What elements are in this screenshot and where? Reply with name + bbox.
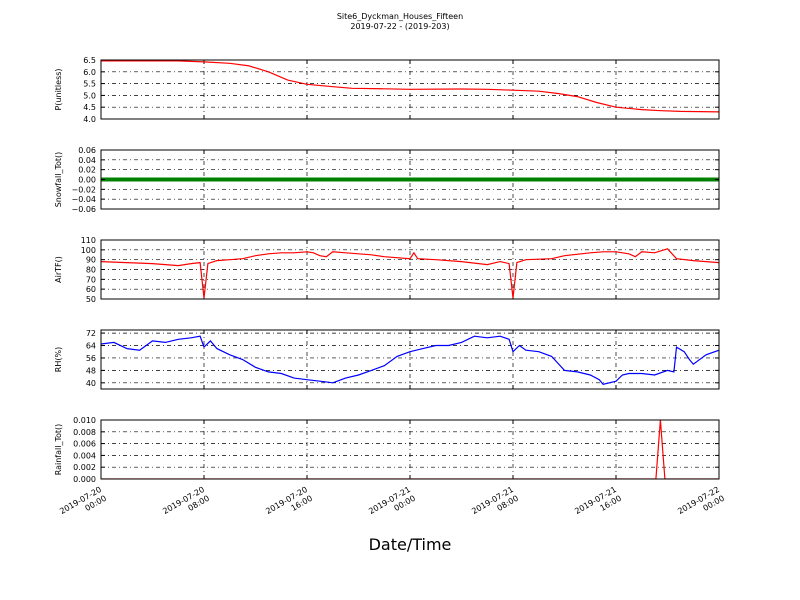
y-axis-label: Rainfall_Tot() xyxy=(54,424,63,476)
y-tick-label: 56 xyxy=(86,354,96,363)
x-tick-labels: 2019-07-2000:00 2019-07-2008:00 2019-07-20… xyxy=(58,485,726,525)
y-tick-label: 6.0 xyxy=(83,68,96,77)
y-tick-label: 0.06 xyxy=(78,146,96,155)
series-line-airtf- xyxy=(101,248,719,299)
y-tick-label: 6.5 xyxy=(83,56,96,65)
y-tick-label: 48 xyxy=(86,366,96,375)
x-tick-label: 2019-07-2000:00 xyxy=(58,485,108,525)
y-tick-label: −0.02 xyxy=(71,185,96,194)
x-tick-label: 2019-07-2200:00 xyxy=(676,485,726,525)
y-tick-label: 0.000 xyxy=(73,475,96,484)
plot-frame xyxy=(100,329,720,390)
y-tick-label: 70 xyxy=(86,275,96,284)
panel-4: 72 64 56 48 40 RH(%) xyxy=(54,329,720,390)
y-tick-label: 110 xyxy=(81,236,96,245)
y-tick-label: −0.04 xyxy=(71,195,96,204)
y-axis-label: P(unitless) xyxy=(54,68,63,110)
y-tick-label: 0.00 xyxy=(78,176,96,185)
y-tick-label: 72 xyxy=(86,329,96,338)
plot-frame xyxy=(100,419,720,480)
x-tick-label: 2019-07-2100:00 xyxy=(367,485,417,525)
y-tick-label: 90 xyxy=(86,256,96,265)
x-tick-label: 2019-07-2008:00 xyxy=(161,485,211,525)
plot-frame xyxy=(100,59,720,120)
y-tick-label: 100 xyxy=(81,246,96,255)
y-tick-label: 40 xyxy=(86,379,96,388)
y-axis-label: AirTF() xyxy=(54,256,63,283)
y-tick-label: 0.002 xyxy=(73,463,96,472)
x-axis-label: Date/Time xyxy=(369,535,452,554)
y-tick-label: 5.5 xyxy=(83,80,96,89)
y-tick-label: 64 xyxy=(86,342,96,351)
y-tick-label: −0.06 xyxy=(71,205,96,214)
y-axis-label: RH(%) xyxy=(54,347,63,372)
y-tick-label: 0.02 xyxy=(78,166,96,175)
y-tick-label: 0.04 xyxy=(78,156,96,165)
x-tick-label: 2019-07-2108:00 xyxy=(470,485,520,525)
panels: 4.04.55.05.56.06.5P(unitless)0.060.040.0… xyxy=(54,56,720,484)
panel-5: 0.010 0.008 0.006 0.004 0.002 0.000 Rainfall_T… xyxy=(54,416,720,484)
y-tick-label: 0.010 xyxy=(73,416,96,425)
panel-2: 0.060.040.020.00−0.02−0.04−0.06 Snowfall_… xyxy=(54,146,720,214)
series-line-p-unitless- xyxy=(101,60,719,113)
y-tick-label: 5.0 xyxy=(83,91,96,100)
x-tick-label: 2019-07-2016:00 xyxy=(264,485,314,525)
panel-1: 4.0 4.5 5.0 5.5 6.0 6.5 P(unitless) xyxy=(54,56,720,124)
x-tick-label: 2019-07-2116:00 xyxy=(573,485,623,525)
y-tick-label: 0.004 xyxy=(73,451,96,460)
series-line-rh- xyxy=(101,335,719,385)
y-tick-label: 0.008 xyxy=(73,428,96,437)
y-tick-label: 80 xyxy=(86,266,96,275)
y-tick-label: 4.0 xyxy=(83,115,96,124)
y-tick-label: 0.006 xyxy=(73,440,96,449)
y-tick-label: 50 xyxy=(86,295,96,304)
chart-subtitle: 2019-07-22 - (2019-203) xyxy=(350,22,449,31)
y-tick-label: 60 xyxy=(86,285,96,294)
chart-title: Site6_Dyckman_Houses_Fifteen xyxy=(337,12,463,21)
y-axis-label: Snowfall_Tot() xyxy=(54,152,63,208)
y-tick-label: 4.5 xyxy=(83,103,96,112)
